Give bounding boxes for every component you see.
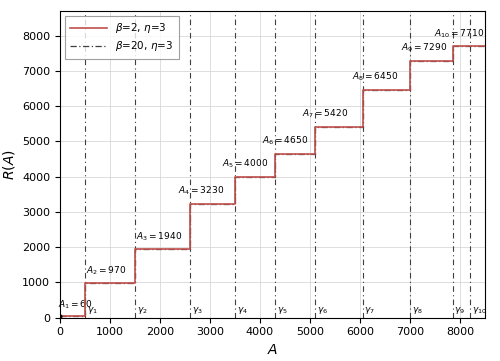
Text: $A_2=970$: $A_2=970$	[86, 265, 126, 277]
X-axis label: $A$: $A$	[267, 343, 278, 357]
Text: $\gamma_4$: $\gamma_4$	[237, 305, 248, 316]
Text: $\gamma_2$: $\gamma_2$	[137, 305, 147, 316]
Y-axis label: $R(A)$: $R(A)$	[0, 149, 16, 180]
Text: $\gamma_{10}$: $\gamma_{10}$	[472, 305, 487, 316]
Text: $\gamma_6$: $\gamma_6$	[317, 305, 328, 316]
Text: $\gamma_8$: $\gamma_8$	[412, 305, 423, 316]
Text: $A_8=6450$: $A_8=6450$	[352, 71, 399, 83]
Text: $A_1=60$: $A_1=60$	[58, 298, 92, 310]
Legend: $\beta$=2, $\eta$=3, $\beta$=20, $\eta$=3: $\beta$=2, $\eta$=3, $\beta$=20, $\eta$=…	[65, 16, 178, 58]
Text: $\gamma_7$: $\gamma_7$	[364, 305, 376, 316]
Text: $\gamma_1$: $\gamma_1$	[87, 305, 98, 316]
Text: $A_{10}=7710$: $A_{10}=7710$	[434, 27, 484, 40]
Text: $\gamma_9$: $\gamma_9$	[454, 305, 466, 316]
Text: $A_5=4000$: $A_5=4000$	[222, 157, 269, 170]
Text: $A_3=1940$: $A_3=1940$	[136, 230, 182, 243]
Text: $A_7=5420$: $A_7=5420$	[302, 107, 349, 120]
Text: $\gamma_5$: $\gamma_5$	[277, 305, 288, 316]
Text: $A_4=3230$: $A_4=3230$	[178, 184, 224, 197]
Text: $A_6=4650$: $A_6=4650$	[262, 135, 309, 147]
Text: $\gamma_3$: $\gamma_3$	[192, 305, 203, 316]
Text: $A_9=7290$: $A_9=7290$	[401, 42, 447, 54]
